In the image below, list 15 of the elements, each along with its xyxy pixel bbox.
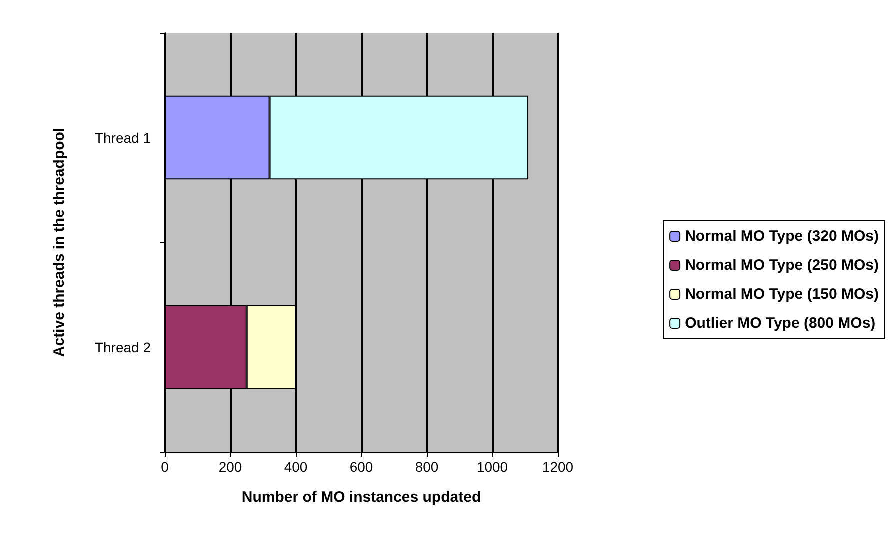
legend-label: Normal MO Type (250 MOs) (685, 257, 880, 274)
x-axis-title: Number of MO instances updated (242, 489, 482, 506)
x-tick-label: 200 (218, 459, 242, 475)
legend-label: Normal MO Type (320 MOs) (685, 228, 880, 245)
y-axis-title: Active threads in the threadpool (51, 128, 68, 358)
x-tick-label: 1000 (476, 459, 508, 475)
legend-label: Normal MO Type (150 MOs) (685, 286, 880, 303)
legend-label: Outlier MO Type (800 MOs) (685, 315, 876, 332)
x-tick-label: 0 (161, 459, 170, 475)
x-tick-label: 400 (284, 459, 308, 475)
x-tick-label: 600 (350, 459, 374, 475)
y-tick-label: Thread 1 (94, 130, 152, 146)
y-tick-label: Thread 2 (94, 339, 152, 356)
x-tick-label: 1200 (542, 459, 574, 475)
x-tick-label: 800 (415, 459, 439, 475)
